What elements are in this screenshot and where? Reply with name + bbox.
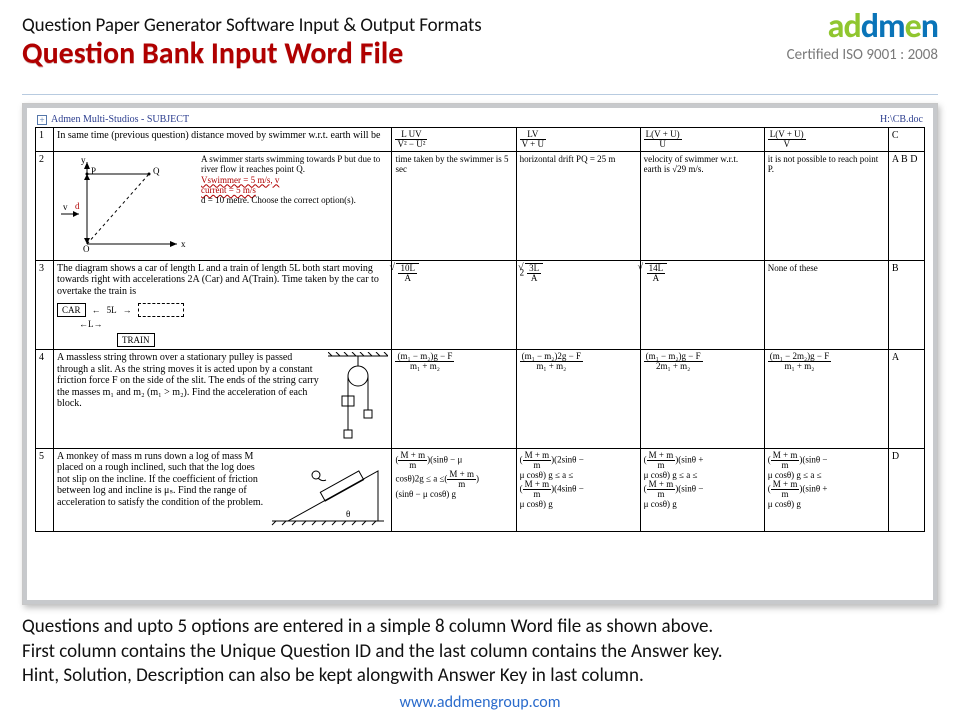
question-id: 5 xyxy=(36,448,54,532)
answer-key: B xyxy=(888,260,924,350)
question-cell: x y O P Q v xyxy=(54,152,392,261)
word-document: + Admen Multi-Studios - SUBJECT H:\CB.doc… xyxy=(27,108,933,600)
question-text: A massless string thrown over a stationa… xyxy=(57,352,324,446)
question-cell: A monkey of mass m runs down a log of ma… xyxy=(54,448,392,532)
answer-key: D xyxy=(888,448,924,532)
website-url[interactable]: www.addmengroup.com xyxy=(22,693,938,712)
incline-diagram: θ xyxy=(268,451,388,530)
option-c: (m₁ − m₂)g − F2m₁ + m₂ xyxy=(640,350,764,449)
option-c: (M + mm)(sinθ + μ cosθ) g ≤ a ≤ (M + mm)… xyxy=(640,448,764,532)
swimmer-diagram: x y O P Q v xyxy=(57,154,197,258)
table-row: 3 The diagram shows a car of length L an… xyxy=(36,260,925,350)
option-b: horizontal drift PQ = 25 m xyxy=(516,152,640,261)
header: Question Paper Generator Software Input … xyxy=(22,14,938,92)
svg-text:Q: Q xyxy=(153,166,160,176)
slide: Question Paper Generator Software Input … xyxy=(0,0,960,720)
svg-text:y: y xyxy=(81,155,86,165)
svg-text:θ: θ xyxy=(346,509,350,519)
question-id: 2 xyxy=(36,152,54,261)
option-d: (M + mm)(sinθ − μ cosθ) g ≤ a ≤ (M + mm)… xyxy=(764,448,888,532)
svg-text:P: P xyxy=(91,166,96,176)
svg-text:O: O xyxy=(83,244,90,254)
question-text: The diagram shows a car of length L and … xyxy=(57,263,388,298)
addmen-logo: addmen xyxy=(787,10,938,44)
caption-line: First column contains the Unique Questio… xyxy=(22,640,938,665)
question-side-text: A swimmer starts swimming towards P but … xyxy=(201,154,388,258)
pulley-diagram xyxy=(328,352,388,446)
word-screenshot-frame: + Admen Multi-Studios - SUBJECT H:\CB.doc… xyxy=(22,103,938,605)
option-a: time taken by the swimmer is 5 sec xyxy=(392,152,516,261)
caption-line: Questions and upto 5 options are entered… xyxy=(22,615,938,640)
table-handle-icon: + xyxy=(37,115,47,125)
answer-key: C xyxy=(888,128,924,152)
question-cell: The diagram shows a car of length L and … xyxy=(54,260,392,350)
table-row: 5 A monkey of mass m runs down a log of … xyxy=(36,448,925,532)
option-b: 23LA xyxy=(516,260,640,350)
caption-line: Hint, Solution, Description can also be … xyxy=(22,664,938,689)
question-id: 1 xyxy=(36,128,54,152)
option-c: velocity of swimmer w.r.t. earth is √29 … xyxy=(640,152,764,261)
option-c: 14LA xyxy=(640,260,764,350)
answer-key: A xyxy=(888,350,924,449)
table-row: 2 x y O xyxy=(36,152,925,261)
question-id: 4 xyxy=(36,350,54,449)
table-row: 1 In same time (previous question) dista… xyxy=(36,128,925,152)
svg-text:v: v xyxy=(63,202,68,212)
question-text: A monkey of mass m runs down a log of ma… xyxy=(57,451,264,530)
svg-text:d: d xyxy=(75,201,80,211)
option-d: L(V + U)V xyxy=(764,128,888,152)
doc-path-left: Admen Multi-Studios - SUBJECT xyxy=(51,114,189,125)
answer-key: A B D xyxy=(888,152,924,261)
option-b: (m₁ − m₂)2g − Fm₁ + m₂ xyxy=(516,350,640,449)
option-c: L(V + U)U xyxy=(640,128,764,152)
option-a: 10LA xyxy=(392,260,516,350)
option-b: (M + mm)(2sinθ − μ cosθ) g ≤ a ≤ (M + mm… xyxy=(516,448,640,532)
option-d: None of these xyxy=(764,260,888,350)
option-d: it is not possible to reach point P. xyxy=(764,152,888,261)
question-text: In same time (previous question) distanc… xyxy=(54,128,392,152)
svg-text:x: x xyxy=(181,239,186,249)
caption-block: Questions and upto 5 options are entered… xyxy=(22,615,938,689)
option-d: (m₁ − 2m₂)g − Fm₁ + m₂ xyxy=(764,350,888,449)
option-a: (m₁ − m₂)g − Fm₁ + m₂ xyxy=(392,350,516,449)
divider xyxy=(22,94,938,95)
option-a: (M + mm)(sinθ − μ cosθ)2g ≤ a ≤(M + mm) … xyxy=(392,448,516,532)
question-cell: A massless string thrown over a stationa… xyxy=(54,350,392,449)
question-bank-table: 1 In same time (previous question) dista… xyxy=(35,127,925,532)
doc-path-right: H:\CB.doc xyxy=(880,114,923,125)
option-b: LVV + U xyxy=(516,128,640,152)
car-train-diagram: CAR ←5L→ xyxy=(57,303,388,317)
table-row: 4 A massless string thrown over a statio… xyxy=(36,350,925,449)
option-a: L UVV² − U² xyxy=(392,128,516,152)
logo-block: addmen Certified ISO 9001 : 2008 xyxy=(787,10,938,64)
iso-badge: Certified ISO 9001 : 2008 xyxy=(787,46,938,64)
doc-header: + Admen Multi-Studios - SUBJECT H:\CB.doc xyxy=(35,114,925,127)
question-id: 3 xyxy=(36,260,54,350)
